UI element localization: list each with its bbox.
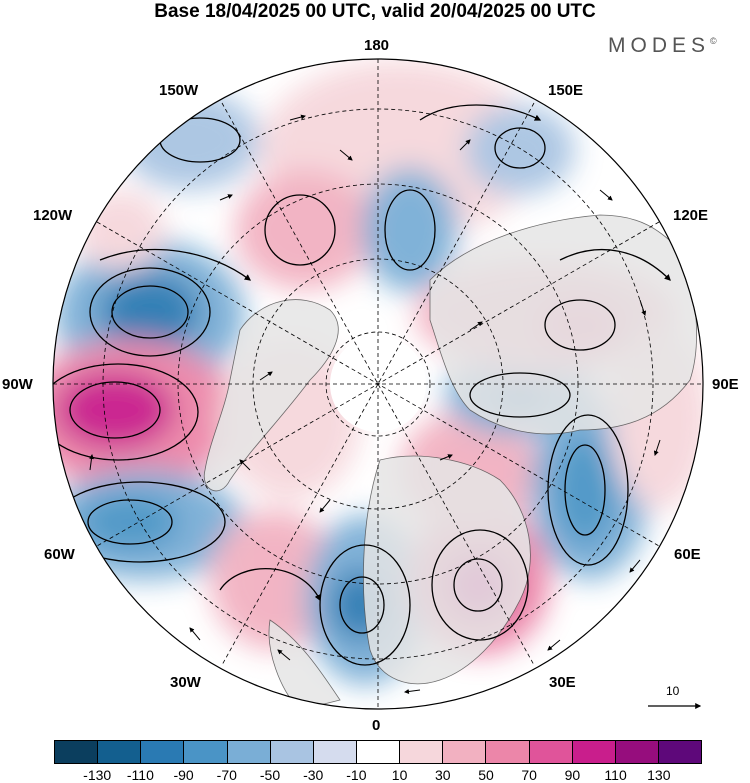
- colorbar-swatch: [615, 741, 659, 763]
- colorbar-tick-label: -50: [259, 767, 281, 783]
- lon-label-120w: 120W: [33, 207, 73, 224]
- land-outline: [203, 214, 697, 709]
- colorbar-tick-label: 90: [564, 767, 581, 783]
- colorbar-tick-label: -110: [126, 767, 154, 783]
- colorbar-tick-label: 110: [604, 767, 627, 783]
- colorbar-swatch: [443, 741, 487, 763]
- colorbar-swatch: [529, 741, 573, 763]
- colorbar: [54, 740, 702, 764]
- colorbar-tick-label: 10: [391, 767, 408, 783]
- lon-label-180: 180: [364, 37, 390, 54]
- colorbar-swatch: [572, 741, 616, 763]
- reference-vector-label: 10: [666, 684, 680, 698]
- lon-label-120e: 120E: [673, 207, 709, 224]
- streamlines: [53, 104, 671, 666]
- lon-label-30w: 30W: [170, 674, 201, 691]
- lon-label-150w: 150W: [159, 82, 199, 99]
- colorbar-swatch: [356, 741, 401, 763]
- colorbar-swatch: [658, 741, 702, 763]
- colorbar-tick-label: 130: [647, 767, 671, 783]
- colorbar-swatch: [98, 741, 142, 763]
- lon-label-60w: 60W: [44, 546, 75, 563]
- colorbar-swatch: [486, 741, 530, 763]
- colorbar-swatch: [313, 741, 357, 763]
- colorbar-tick-label: -30: [303, 767, 324, 783]
- colorbar-swatch: [270, 741, 314, 763]
- lon-label-90e: 90E: [712, 376, 739, 393]
- graticule: [53, 59, 703, 709]
- colorbar-swatch: [400, 741, 444, 763]
- colorbar-tick-label: -10: [346, 767, 367, 783]
- colorbar-swatch: [141, 741, 185, 763]
- modes-logo: MODES©: [608, 34, 717, 57]
- lon-label-90w: 90W: [2, 376, 33, 393]
- lon-label-0: 0: [372, 717, 381, 734]
- lon-label-150e: 150E: [548, 82, 584, 99]
- colorbar-tick-label: -90: [173, 767, 194, 783]
- colorbar-tick-label: 50: [478, 767, 494, 783]
- colorbar-swatch: [184, 741, 228, 763]
- lon-label-30e: 30E: [549, 674, 576, 691]
- map-disk: [53, 59, 703, 709]
- colorbar-tick-label: 70: [521, 767, 537, 783]
- lon-label-60e: 60E: [674, 546, 701, 563]
- wind-arrows: [88, 114, 661, 694]
- colorbar-tick-label: -70: [216, 767, 237, 783]
- colorbar-swatch: [227, 741, 271, 763]
- colorbar-tick-label: -130: [83, 767, 112, 783]
- colorbar-tick-label: 30: [435, 767, 451, 783]
- colorbar-swatch: [55, 741, 99, 763]
- map-title: Base 18/04/2025 00 UTC, valid 20/04/2025…: [154, 1, 596, 22]
